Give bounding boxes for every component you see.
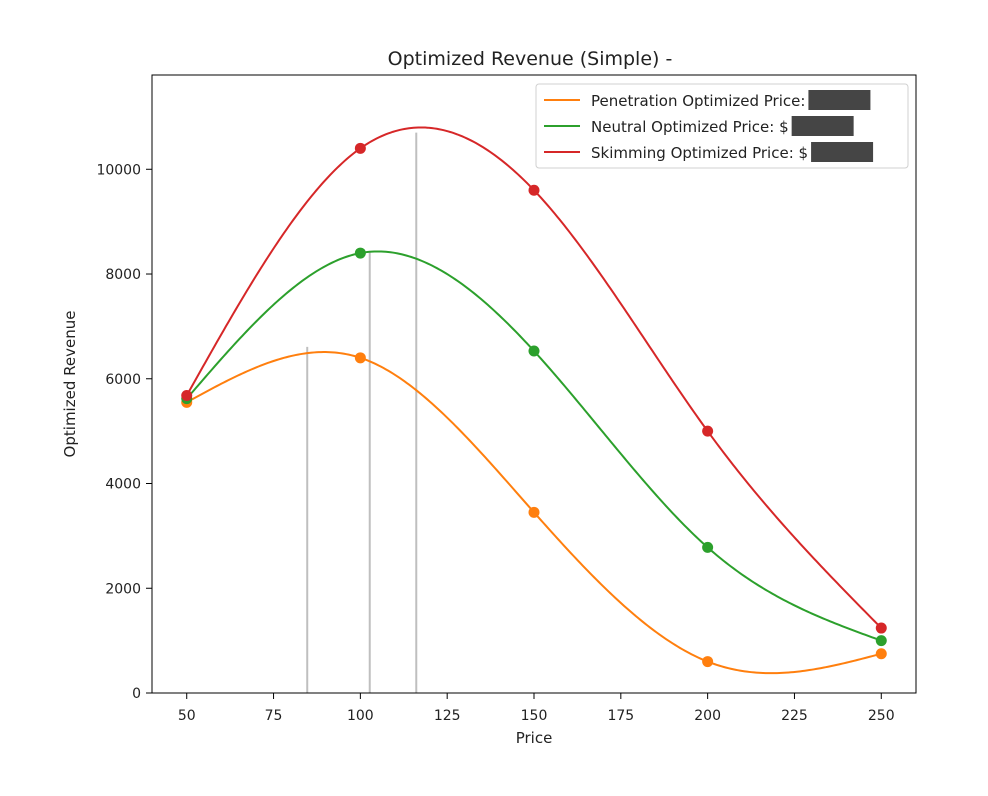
data-point-s2-p0 <box>181 390 193 402</box>
y-axis-title: Optimized Revenue <box>61 311 79 458</box>
x-tick-label-8: 250 <box>868 708 895 724</box>
plot-area <box>151 74 917 694</box>
x-tick-label-0: 50 <box>178 708 196 724</box>
data-point-s0-p1 <box>354 352 366 364</box>
y-tick-label-0: 0 <box>132 686 141 702</box>
data-point-s0-p3 <box>702 656 714 668</box>
y-tick-label-1: 2000 <box>105 581 141 597</box>
y-axis: 0 2000 4000 6000 8000 10000 <box>96 162 152 702</box>
data-point-s1-p2 <box>528 345 540 357</box>
legend-redaction-0 <box>808 90 871 110</box>
chart-title: Optimized Revenue (Simple) - <box>388 48 673 70</box>
x-tick-label-6: 200 <box>694 708 721 724</box>
data-point-s0-p4 <box>875 648 887 660</box>
x-tick-label-2: 100 <box>347 708 374 724</box>
data-point-s1-p4 <box>875 635 887 647</box>
data-points <box>181 142 887 668</box>
x-tick-label-4: 150 <box>521 708 548 724</box>
data-point-s2-p3 <box>702 425 714 437</box>
x-tick-label-7: 225 <box>781 708 808 724</box>
legend-label-0: Penetration Optimized Price: <box>591 92 805 110</box>
y-tick-label-3: 6000 <box>105 372 141 388</box>
data-point-s2-p1 <box>354 142 366 154</box>
data-point-s1-p3 <box>702 541 714 553</box>
legend-label-1: Neutral Optimized Price: $ <box>591 118 789 136</box>
x-tick-label-5: 175 <box>607 708 634 724</box>
y-tick-label-5: 10000 <box>96 162 141 178</box>
x-tick-label-1: 75 <box>265 708 283 724</box>
x-axis-title: Price <box>516 729 553 747</box>
y-tick-label-2: 4000 <box>105 477 141 493</box>
optimal-price-lines <box>306 132 418 693</box>
legend-redaction-2 <box>811 142 874 162</box>
x-tick-label-3: 125 <box>434 708 461 724</box>
legend-redaction-1 <box>791 116 854 136</box>
legend-label-2: Skimming Optimized Price: $ <box>591 144 808 162</box>
data-point-s2-p2 <box>528 184 540 196</box>
x-axis: 50 75 100 125 150 175 200 225 250 <box>178 693 895 724</box>
data-point-s2-p4 <box>875 622 887 634</box>
y-tick-label-4: 8000 <box>105 267 141 283</box>
data-point-s0-p2 <box>528 506 540 518</box>
data-point-s1-p1 <box>354 247 366 259</box>
legend: Penetration Optimized Price: Neutral Opti… <box>535 83 909 169</box>
